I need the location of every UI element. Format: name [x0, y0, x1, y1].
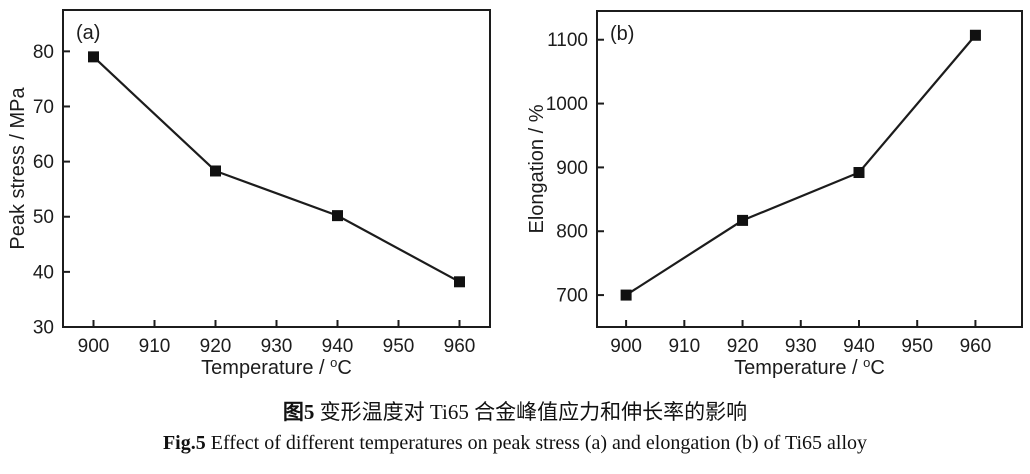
plot-frame [596, 10, 1023, 328]
y-tick-label: 30 [33, 318, 54, 339]
x-axis-label: Temperature / oC [201, 355, 352, 379]
y-tick-label: 1000 [546, 94, 588, 115]
charts-row: 30 40 50 60 70 80 900 910 920 930 940 950 960 (a) Temp… [0, 0, 1030, 395]
x-tick-label: 900 [610, 336, 642, 357]
x-tick-label: 960 [444, 336, 476, 357]
y-axis-label: Peak stress / MPa [7, 86, 29, 249]
y-tick-label: 80 [33, 42, 54, 63]
data-point-marker [737, 214, 749, 226]
y-tick-label: 800 [556, 222, 588, 243]
data-line [625, 34, 977, 297]
data-point-marker [454, 276, 465, 288]
data-point-marker [210, 165, 221, 177]
x-tick-label: 940 [322, 336, 354, 357]
data-point-marker [88, 51, 99, 63]
x-tick-label: 950 [901, 336, 933, 357]
caption-english-text: Effect of different temperatures on peak… [205, 432, 868, 454]
y-tick-label: 50 [33, 207, 54, 228]
y-tick-label: 1100 [547, 30, 588, 51]
y-axis-label: Elongation / % [526, 104, 548, 233]
x-tick-label: 910 [139, 336, 171, 357]
x-tick-label: 920 [200, 336, 232, 357]
figure-caption: 图5 变形温度对 Ti65 合金峰值应力和伸长率的影响 Fig.5 Effect… [0, 397, 1030, 458]
data-point-marker [620, 289, 632, 301]
caption-chinese-label: 图5 [282, 400, 315, 424]
elongation-chart: 700 800 900 1000 1100 900 910 920 930 940 950 960 (b… [526, 10, 1023, 379]
x-tick-label: 920 [727, 336, 759, 357]
x-axis-label: Temperature / oC [734, 355, 885, 379]
x-tick-label: 930 [785, 336, 817, 357]
x-tick-label: 900 [78, 336, 110, 357]
x-tick-label: 910 [668, 336, 700, 357]
caption-english-label: Fig.5 [162, 432, 206, 454]
y-tick-label: 60 [33, 152, 54, 173]
x-tick-label: 960 [960, 336, 992, 357]
chart-panel-b: 700 800 900 1000 1100 900 910 920 930 940 950 960 (b… [515, 0, 1030, 395]
panel-label: (a) [76, 22, 100, 44]
data-point-marker [332, 210, 343, 222]
peak-stress-chart: 30 40 50 60 70 80 900 910 920 930 940 950 960 (a) Temp… [7, 9, 491, 379]
chart-panel-a: 30 40 50 60 70 80 900 910 920 930 940 950 960 (a) Temp… [0, 0, 515, 395]
y-tick-label: 40 [33, 262, 54, 283]
x-tick-label: 950 [383, 336, 415, 357]
panel-label: (b) [610, 23, 634, 45]
caption-chinese: 图5 变形温度对 Ti65 合金峰值应力和伸长率的影响 [0, 397, 1030, 428]
data-line [92, 56, 461, 283]
x-tick-label: 930 [261, 336, 293, 357]
caption-english: Fig.5 Effect of different temperatures o… [0, 428, 1030, 458]
caption-chinese-text: 变形温度对 Ti65 合金峰值应力和伸长率的影响 [314, 400, 748, 424]
data-point-marker [969, 29, 981, 41]
x-tick-label: 940 [843, 336, 875, 357]
y-tick-label: 70 [33, 97, 54, 118]
y-tick-label: 900 [556, 158, 588, 179]
plot-frame [62, 9, 491, 328]
y-tick-label: 700 [556, 286, 588, 307]
data-point-marker [853, 167, 865, 179]
